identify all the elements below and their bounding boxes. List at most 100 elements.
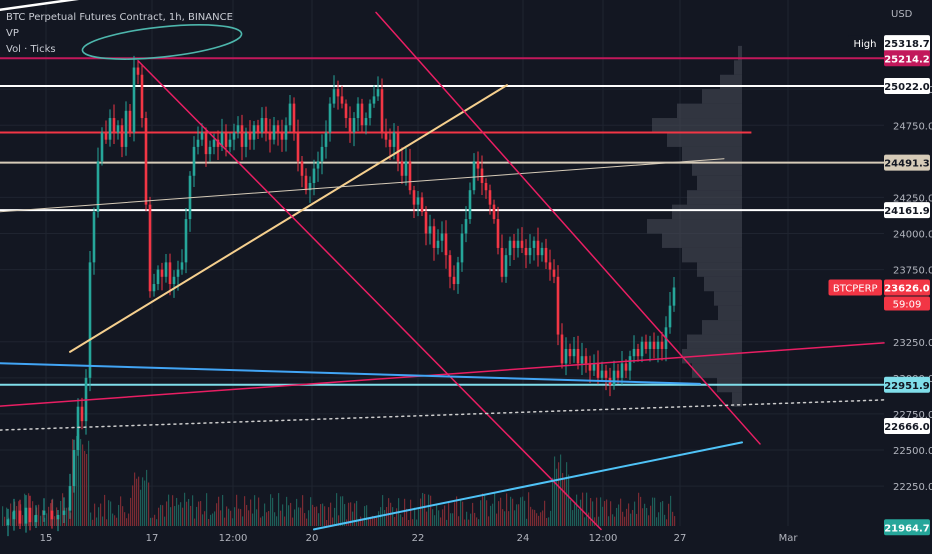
volume-bar bbox=[204, 511, 206, 526]
volume-bar bbox=[194, 518, 196, 526]
candle-body bbox=[520, 240, 524, 248]
volume-bar bbox=[336, 493, 338, 526]
volume-bar bbox=[500, 497, 502, 526]
candle-body bbox=[528, 247, 532, 256]
candle-body bbox=[596, 363, 600, 378]
price-tag-box bbox=[828, 279, 882, 296]
volume-bar bbox=[638, 492, 640, 526]
volume-bar bbox=[492, 503, 494, 526]
volume-bar bbox=[108, 500, 110, 526]
candle-body bbox=[640, 341, 644, 357]
volume-bar bbox=[270, 494, 272, 526]
volume-bar bbox=[432, 509, 434, 526]
volume-bar bbox=[128, 513, 130, 526]
volume-bar bbox=[366, 505, 368, 526]
volume-bar bbox=[12, 512, 14, 526]
candle-body bbox=[392, 132, 396, 147]
volume-bar bbox=[156, 519, 158, 526]
candle-body bbox=[324, 132, 328, 147]
volume-bar bbox=[576, 494, 578, 526]
volume-bar bbox=[658, 512, 660, 526]
volume-bar bbox=[122, 506, 124, 526]
candle-body bbox=[164, 262, 168, 277]
volume-bar bbox=[460, 499, 462, 526]
candle-body bbox=[340, 96, 344, 104]
volume-bar bbox=[32, 501, 34, 526]
volume-bar bbox=[544, 500, 546, 526]
time-tick-label: 12:00 bbox=[589, 533, 618, 544]
volume-bars bbox=[2, 434, 676, 526]
volume-bar bbox=[444, 505, 446, 526]
price-tick-label: 22750.0 bbox=[893, 410, 932, 421]
volume-bar bbox=[172, 495, 174, 526]
indicator-vol-label[interactable]: Vol · Ticks bbox=[6, 44, 56, 55]
candle-body bbox=[628, 356, 632, 371]
volume-bar bbox=[458, 516, 460, 526]
volume-profile-bar bbox=[662, 233, 742, 248]
volume-bar bbox=[326, 519, 328, 526]
volume-bar bbox=[668, 503, 670, 526]
price-label-text: 22951.9 bbox=[884, 381, 930, 392]
countdown-text: 59:09 bbox=[893, 299, 922, 310]
trendline-pink-channel-upper bbox=[375, 11, 761, 445]
volume-bar bbox=[184, 492, 186, 526]
volume-bar bbox=[300, 507, 302, 526]
volume-bar bbox=[506, 493, 508, 526]
volume-bar bbox=[130, 497, 132, 526]
candle-body bbox=[192, 146, 196, 176]
volume-bar bbox=[48, 506, 50, 526]
volume-bar bbox=[480, 500, 482, 526]
candle-body bbox=[484, 182, 488, 191]
candle-body bbox=[300, 161, 304, 176]
candle-body bbox=[80, 406, 84, 422]
volume-bar bbox=[620, 498, 622, 526]
volume-bar bbox=[548, 517, 550, 526]
candle-body bbox=[348, 118, 352, 133]
volume-bar bbox=[518, 504, 520, 526]
volume-bar bbox=[426, 511, 428, 526]
volume-bar bbox=[214, 511, 216, 526]
price-axis-unit[interactable]: USD bbox=[891, 9, 913, 20]
volume-bar bbox=[308, 510, 310, 526]
volume-bar bbox=[562, 473, 564, 526]
candle-body bbox=[24, 507, 28, 524]
volume-bar bbox=[180, 502, 182, 526]
volume-bar bbox=[174, 506, 176, 526]
candle-body bbox=[328, 103, 332, 133]
volume-bar bbox=[158, 507, 160, 526]
volume-bar bbox=[66, 507, 68, 526]
volume-bar bbox=[456, 496, 458, 526]
candle-body bbox=[180, 262, 184, 270]
volume-bar bbox=[494, 492, 496, 526]
price-tick-label: 24250.0 bbox=[893, 193, 932, 204]
volume-bar bbox=[284, 516, 286, 526]
volume-profile-bar bbox=[687, 334, 742, 349]
candle-body bbox=[112, 118, 116, 133]
volume-bar bbox=[6, 507, 8, 526]
volume-bar bbox=[148, 482, 150, 526]
candle-body bbox=[360, 103, 364, 126]
volume-bar bbox=[450, 513, 452, 526]
volume-bar bbox=[560, 454, 562, 526]
volume-bar bbox=[674, 516, 676, 526]
volume-bar bbox=[656, 517, 658, 526]
volume-bar bbox=[146, 469, 148, 526]
volume-bar bbox=[538, 515, 540, 526]
volume-bar bbox=[190, 505, 192, 526]
candle-body bbox=[34, 514, 38, 523]
time-tick-label: 27 bbox=[674, 533, 687, 544]
symbol-title[interactable]: BTC Perpetual Futures Contract, 1h, BINA… bbox=[6, 12, 233, 23]
candle-body bbox=[588, 363, 592, 371]
volume-bar bbox=[328, 507, 330, 526]
volume-bar bbox=[622, 511, 624, 526]
price-tick-label: 24000.0 bbox=[893, 230, 932, 241]
indicator-vp-label[interactable]: VP bbox=[6, 28, 19, 39]
volume-bar bbox=[88, 440, 90, 526]
volume-bar bbox=[92, 519, 94, 526]
grid bbox=[0, 0, 884, 526]
candle-body bbox=[184, 219, 188, 263]
volume-bar bbox=[170, 507, 172, 526]
volume-profile-bar bbox=[647, 219, 742, 234]
